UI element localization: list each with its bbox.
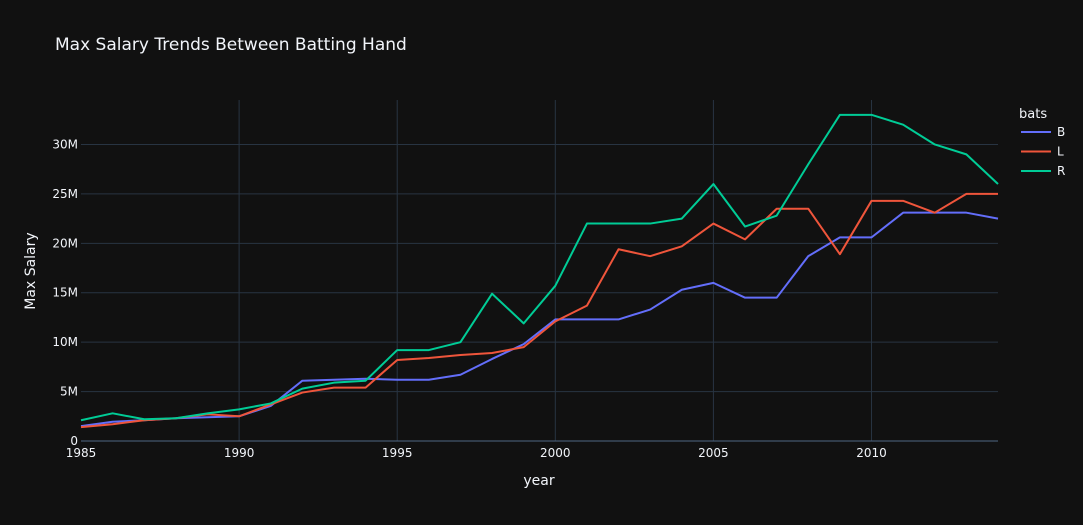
y-tick-label: 5M — [60, 385, 78, 399]
x-tick-label: 2005 — [698, 446, 729, 460]
legend-label-L: L — [1057, 145, 1064, 159]
x-axis-ticks: 1985 1990 1995 2000 2005 2010 — [66, 446, 887, 460]
y-tick-label: 10M — [52, 335, 78, 349]
series-line-R — [80, 113, 999, 422]
x-tick-label: 1995 — [382, 446, 413, 460]
y-tick-label: 30M — [52, 137, 78, 151]
x-tick-label: 2000 — [540, 446, 571, 460]
y-tick-label: 20M — [52, 236, 78, 250]
gridlines — [81, 100, 998, 441]
y-axis-title: Max Salary — [23, 232, 39, 309]
y-tick-label: 15M — [52, 286, 78, 300]
x-axis-title: year — [523, 473, 554, 489]
y-tick-label: 25M — [52, 187, 78, 201]
chart-title: Max Salary Trends Between Batting Hand — [55, 35, 407, 55]
series-line-B — [80, 211, 999, 428]
series-line-L — [80, 192, 998, 429]
legend-label-B: B — [1057, 125, 1065, 139]
legend: bats BLR — [1019, 107, 1065, 178]
legend-title: bats — [1019, 107, 1047, 122]
x-tick-label: 1985 — [66, 446, 97, 460]
x-tick-label: 1990 — [224, 446, 255, 460]
legend-label-R: R — [1057, 164, 1065, 178]
y-tick-label: 0 — [70, 434, 78, 448]
y-axis-ticks: 0 5M 10M 15M 20M 25M 30M — [52, 137, 78, 448]
x-tick-label: 2010 — [856, 446, 887, 460]
series-lines — [80, 113, 999, 429]
